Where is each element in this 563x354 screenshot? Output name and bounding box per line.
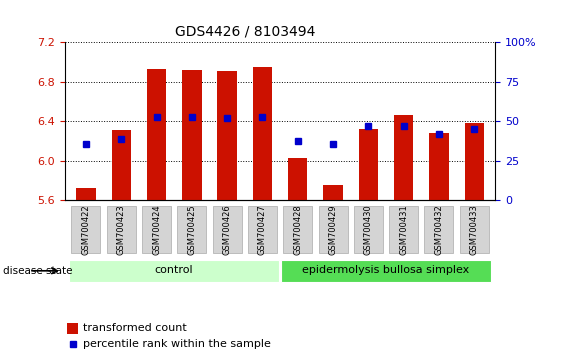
Text: GSM700433: GSM700433 xyxy=(470,204,479,255)
FancyBboxPatch shape xyxy=(389,206,418,253)
FancyBboxPatch shape xyxy=(213,206,242,253)
Text: GSM700422: GSM700422 xyxy=(82,204,91,255)
FancyBboxPatch shape xyxy=(248,206,277,253)
FancyBboxPatch shape xyxy=(142,206,171,253)
Bar xyxy=(429,133,449,200)
FancyBboxPatch shape xyxy=(281,260,491,282)
FancyBboxPatch shape xyxy=(283,206,312,253)
Text: GSM700429: GSM700429 xyxy=(329,204,338,255)
Text: GSM700423: GSM700423 xyxy=(117,204,126,255)
Text: percentile rank within the sample: percentile rank within the sample xyxy=(83,339,271,349)
Text: GSM700427: GSM700427 xyxy=(258,204,267,255)
Text: control: control xyxy=(155,265,194,275)
FancyBboxPatch shape xyxy=(69,260,279,282)
Bar xyxy=(217,71,237,200)
Text: GSM700425: GSM700425 xyxy=(187,204,196,255)
Text: GSM700430: GSM700430 xyxy=(364,204,373,255)
FancyBboxPatch shape xyxy=(354,206,383,253)
FancyBboxPatch shape xyxy=(319,206,347,253)
Text: GSM700431: GSM700431 xyxy=(399,204,408,255)
Bar xyxy=(182,70,202,200)
Bar xyxy=(253,67,272,200)
FancyBboxPatch shape xyxy=(177,206,206,253)
Bar xyxy=(111,130,131,200)
FancyBboxPatch shape xyxy=(460,206,489,253)
Bar xyxy=(323,185,343,200)
Bar xyxy=(359,129,378,200)
Bar xyxy=(288,158,307,200)
FancyBboxPatch shape xyxy=(425,206,453,253)
FancyBboxPatch shape xyxy=(107,206,136,253)
Bar xyxy=(464,123,484,200)
Text: GSM700424: GSM700424 xyxy=(152,204,161,255)
Text: disease state: disease state xyxy=(3,266,72,276)
FancyBboxPatch shape xyxy=(72,206,100,253)
Text: GSM700432: GSM700432 xyxy=(435,204,444,255)
Text: GSM700426: GSM700426 xyxy=(222,204,231,255)
Bar xyxy=(394,115,413,200)
Text: GDS4426 / 8103494: GDS4426 / 8103494 xyxy=(176,25,316,39)
Text: epidermolysis bullosa simplex: epidermolysis bullosa simplex xyxy=(302,265,470,275)
Text: GSM700428: GSM700428 xyxy=(293,204,302,255)
Bar xyxy=(76,188,96,200)
Bar xyxy=(67,323,78,334)
Bar xyxy=(147,69,166,200)
Text: transformed count: transformed count xyxy=(83,323,187,333)
